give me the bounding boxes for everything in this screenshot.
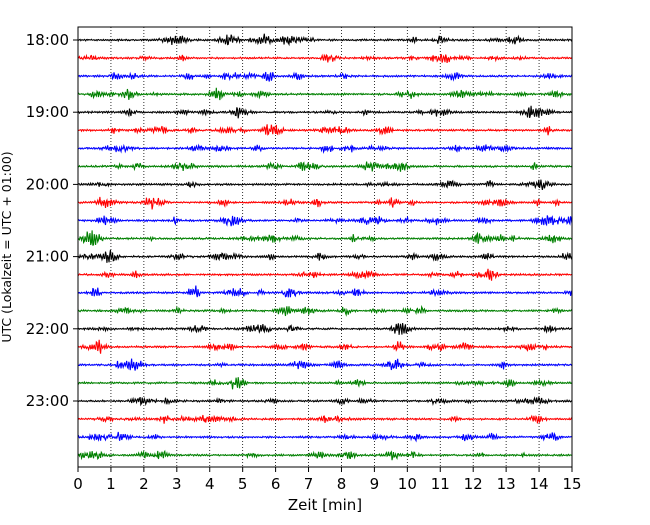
x-tick-label: 3 (172, 475, 182, 493)
trace-line (77, 105, 573, 119)
trace-line (77, 124, 573, 136)
trace-line (77, 87, 573, 101)
x-tick-label: 13 (497, 475, 516, 493)
x-tick-label: 5 (238, 475, 248, 493)
trace-line (77, 179, 573, 191)
trace-line (77, 304, 573, 317)
trace-line (77, 377, 573, 390)
y-tick-label: 19:00 (26, 103, 69, 121)
trace-line (77, 431, 573, 443)
trace-layer (77, 33, 573, 461)
trace-line (77, 53, 573, 64)
grid-layer (110, 27, 540, 467)
trace-line (77, 230, 573, 246)
trace-line (77, 161, 573, 172)
x-axis-ticks: 0 1 2 3 4 5 6 7 8 9 10 11 12 13 14 15 (73, 467, 582, 493)
trace-line (77, 358, 573, 371)
x-tick-label: 6 (271, 475, 281, 493)
trace-line (77, 414, 573, 424)
trace-line (77, 33, 573, 47)
trace-line (77, 196, 573, 210)
x-tick-label: 9 (370, 475, 380, 493)
x-tick-label: 12 (464, 475, 483, 493)
x-tick-label: 4 (205, 475, 215, 493)
x-tick-label: 1 (106, 475, 116, 493)
x-tick-label: 0 (73, 475, 83, 493)
trace-line (77, 339, 573, 354)
trace-line (77, 268, 572, 281)
x-tick-label: 15 (562, 475, 581, 493)
trace-line (77, 323, 573, 335)
trace-line (77, 285, 573, 298)
trace-line (77, 449, 573, 461)
x-tick-label: 8 (337, 475, 347, 493)
trace-line (77, 215, 573, 227)
y-tick-label: 22:00 (26, 320, 69, 338)
x-axis-label: Zeit [min] (288, 496, 362, 514)
x-tick-label: 10 (398, 475, 417, 493)
trace-line (77, 249, 573, 263)
y-tick-label: 21:00 (26, 248, 69, 266)
y-tick-label: 18:00 (26, 31, 69, 49)
x-tick-label: 2 (139, 475, 149, 493)
plot-frame (77, 26, 573, 468)
trace-line (77, 71, 573, 82)
x-tick-label: 7 (304, 475, 314, 493)
trace-line (77, 396, 573, 407)
y-axis-label: UTC (Lokalzeit = UTC + 01:00) (0, 151, 14, 342)
y-tick-label: 23:00 (26, 392, 69, 410)
y-tick-label: 20:00 (26, 175, 69, 193)
trace-line (77, 143, 573, 154)
x-tick-label: 11 (431, 475, 450, 493)
y-axis-ticks: 18:00 19:00 20:00 21:00 22:00 23:00 (26, 31, 78, 410)
x-tick-label: 14 (530, 475, 549, 493)
